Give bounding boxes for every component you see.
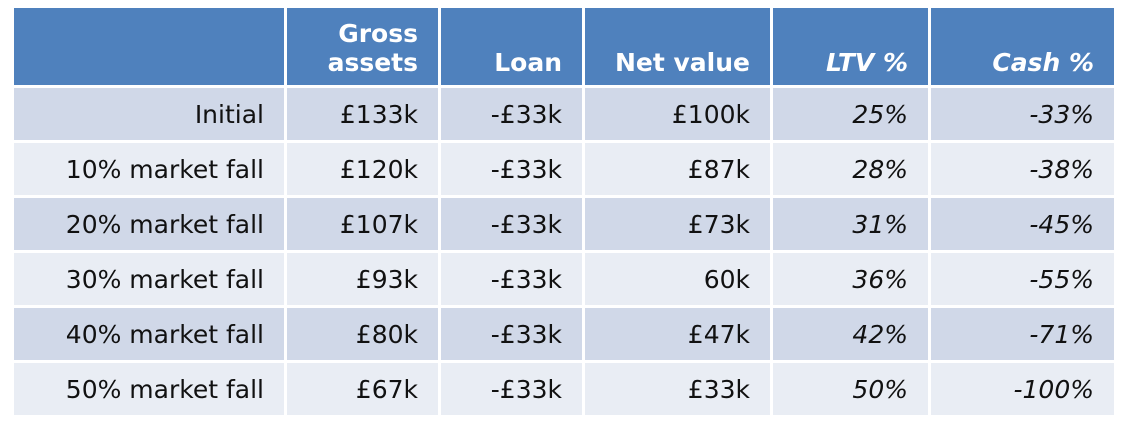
table-cell: £73k [585,198,773,253]
table-header: Gross assets Loan Net value LTV % Cash % [14,8,1114,88]
table-cell: -55% [931,253,1114,308]
table-cell: 60k [585,253,773,308]
header-cell: Gross assets [287,8,441,88]
table-cell: £80k [287,308,441,363]
table-cell: £67k [287,363,441,418]
table-row: 40% market fall £80k -£33k £47k 42% -71% [14,308,1114,363]
table-row: 20% market fall £107k -£33k £73k 31% -45% [14,198,1114,253]
table-cell: £120k [287,143,441,198]
table-cell: -£33k [441,308,585,363]
table-cell: -38% [931,143,1114,198]
table-cell: £87k [585,143,773,198]
table-cell: 42% [773,308,931,363]
table-cell: £133k [287,88,441,143]
table-row: 30% market fall £93k -£33k 60k 36% -55% [14,253,1114,308]
table-cell: £107k [287,198,441,253]
row-label: 20% market fall [14,198,287,253]
header-cell: Loan [441,8,585,88]
table-cell: -71% [931,308,1114,363]
table-cell: 36% [773,253,931,308]
header-cell: Net value [585,8,773,88]
table-cell: £33k [585,363,773,418]
row-label: 50% market fall [14,363,287,418]
header-row: Gross assets Loan Net value LTV % Cash % [14,8,1114,88]
row-label: 30% market fall [14,253,287,308]
table-cell: £47k [585,308,773,363]
header-cell: LTV % [773,8,931,88]
table-cell: 28% [773,143,931,198]
row-label: 40% market fall [14,308,287,363]
table-cell: 31% [773,198,931,253]
table-cell: -£33k [441,253,585,308]
table-cell: -£33k [441,363,585,418]
header-cell [14,8,287,88]
table-cell: £100k [585,88,773,143]
table-cell: -45% [931,198,1114,253]
table-cell: -33% [931,88,1114,143]
table-cell: -£33k [441,88,585,143]
table-row: 10% market fall £120k -£33k £87k 28% -38% [14,143,1114,198]
table-cell: £93k [287,253,441,308]
row-label: Initial [14,88,287,143]
table-cell: 50% [773,363,931,418]
table-cell: -£33k [441,198,585,253]
table-cell: -£33k [441,143,585,198]
row-label: 10% market fall [14,143,287,198]
table-row: 50% market fall £67k -£33k £33k 50% -100% [14,363,1114,418]
table-row: Initial £133k -£33k £100k 25% -33% [14,88,1114,143]
header-cell: Cash % [931,8,1114,88]
table-body: Initial £133k -£33k £100k 25% -33% 10% market … [14,88,1114,418]
data-table: Gross assets Loan Net value LTV % Cash % Ini… [14,8,1114,418]
table-cell: -100% [931,363,1114,418]
table-cell: 25% [773,88,931,143]
